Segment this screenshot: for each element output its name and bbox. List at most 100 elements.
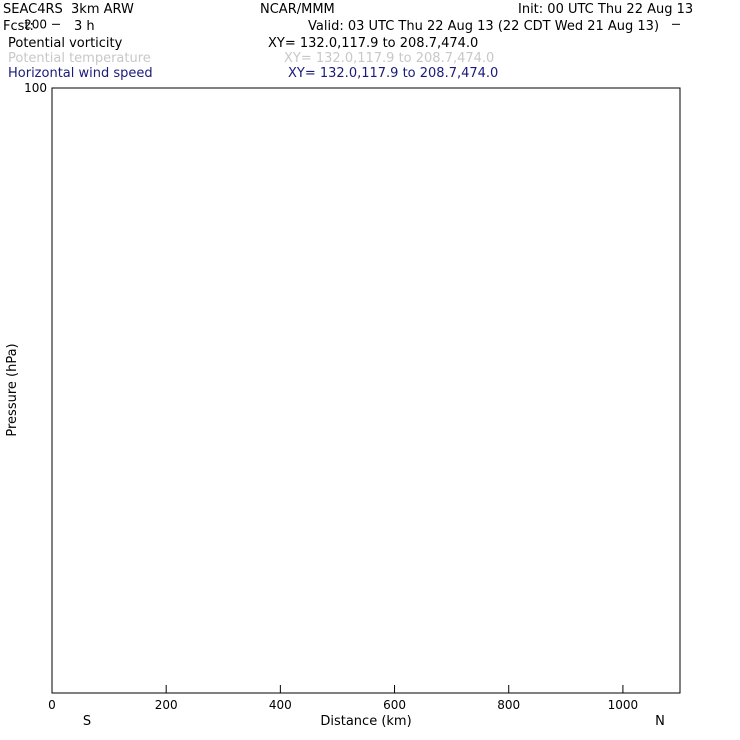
wind-head (529, 82, 534, 86)
wind-arrow (248, 60, 267, 64)
wind-head (593, 36, 598, 40)
wind-shaft (372, 38, 392, 44)
wind-arrow (310, 63, 329, 67)
wind-head (466, 39, 471, 43)
valid-time: Valid: 03 UTC Thu 22 Aug 13 (22 CDT Wed … (308, 19, 660, 34)
wind-shaft (557, 2, 576, 5)
wind-arrow (598, 43, 614, 47)
wind-shaft (351, 38, 370, 43)
wind-head (406, 22, 411, 26)
wind-arrow (351, 78, 373, 82)
wind-arrow (166, 40, 186, 44)
wind-head (203, 21, 208, 25)
x-tick-label: 400 (269, 698, 292, 712)
wind-head (508, 82, 513, 86)
wind-shaft (207, 63, 228, 64)
wind-shaft (228, 63, 248, 65)
wind-arrow (433, 79, 451, 83)
wind-arrow (289, 42, 306, 46)
wind-shaft (516, 63, 533, 65)
wind-shaft (105, 41, 125, 44)
wind-shaft (618, 82, 637, 87)
wind-shaft (166, 20, 184, 25)
wind-arrow (659, 62, 680, 66)
wind-head (490, 37, 495, 41)
wind-head (239, 77, 244, 81)
wind-arrow (557, 43, 576, 48)
wind-head (263, 23, 268, 27)
wind-shaft (187, 43, 209, 44)
wind-arrow (207, 39, 224, 43)
pv-shading (63, 0, 671, 88)
theta-label: 345 (58, 0, 81, 3)
wind-shaft (351, 63, 369, 66)
wind-arrow (536, 78, 555, 82)
wind-head (630, 20, 635, 24)
wind-arrow (331, 5, 347, 10)
wind-shaft (536, 80, 555, 82)
wind-shaft (454, 41, 471, 44)
wind-arrow (557, 1, 576, 6)
wind-arrow (63, 41, 82, 45)
wind-arrow (63, 62, 84, 66)
x-tick-label: 1000 (608, 698, 639, 712)
wind-shaft (516, 82, 535, 85)
pv-region (617, 0, 651, 50)
wind-head (531, 8, 536, 12)
wind-arrow (248, 3, 266, 7)
wind-head (425, 57, 430, 61)
wind-shaft (228, 5, 248, 9)
wind-head (653, 76, 658, 80)
wind-head (445, 64, 450, 68)
wind-arrow (372, 23, 392, 27)
wind-shaft (331, 82, 349, 85)
wind-shaft (105, 80, 124, 81)
wind-head (510, 22, 515, 26)
wind-arrow (105, 19, 126, 25)
y-tick-label: 100 (24, 81, 47, 95)
wind-arrow (474, 1, 490, 5)
wind-shaft (228, 24, 244, 28)
wind-shaft (248, 24, 267, 25)
wind-head (98, 39, 103, 43)
wind-head (243, 62, 248, 66)
wind-head (219, 39, 224, 43)
wind-head (633, 83, 638, 87)
x-end-south: S (83, 714, 91, 729)
wind-arrow (392, 79, 414, 83)
wind-arrow (207, 3, 229, 7)
wind-arrow (372, 5, 390, 10)
wind-arrow (639, 20, 655, 24)
wind-shaft (454, 59, 472, 63)
wind-head (593, 78, 598, 82)
wind-head (99, 4, 104, 8)
wind-shaft (639, 4, 659, 5)
wind-arrow (331, 82, 349, 87)
wind-head (263, 38, 268, 42)
wind-head (548, 61, 553, 65)
theta-line (52, 0, 680, 17)
pv-region (631, 0, 660, 88)
wind-head (224, 21, 229, 25)
wind-head (674, 6, 679, 10)
wind-arrow (372, 62, 394, 66)
wind-head (551, 78, 556, 82)
wind-arrow (289, 22, 309, 26)
wind-arrow (187, 57, 207, 62)
wind-arrow (125, 22, 143, 26)
wind-arrow (598, 77, 617, 81)
pv-core (657, 15, 669, 60)
wind-arrow (454, 57, 472, 62)
wind-arrow (536, 4, 555, 8)
wind-shaft (413, 21, 430, 24)
wind-head (609, 26, 614, 30)
y-axis-title: Pressure (hPa) (5, 343, 20, 436)
wind-head (592, 1, 597, 5)
wind-arrow (639, 63, 657, 69)
wind-arrow (413, 20, 430, 24)
wind-arrow (310, 38, 327, 44)
wind-arrow (228, 77, 244, 82)
wind-head (384, 76, 389, 80)
fcst-value: 3 h (74, 19, 95, 34)
wind-shaft (63, 24, 82, 26)
